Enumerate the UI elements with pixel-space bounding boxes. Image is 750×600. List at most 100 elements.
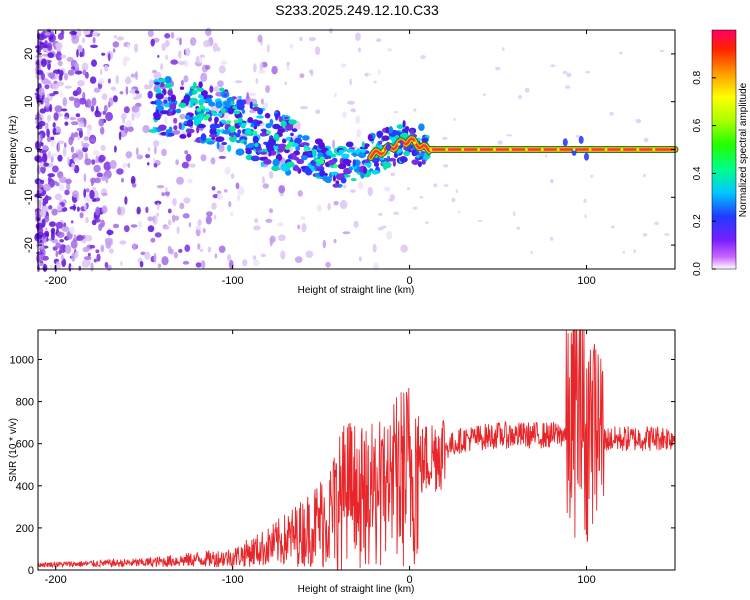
noise-blob bbox=[131, 105, 140, 113]
noise-blob bbox=[94, 218, 101, 223]
ridge-blob bbox=[159, 82, 165, 88]
noise-blob bbox=[92, 37, 96, 44]
ridge-blob bbox=[301, 155, 308, 161]
noise-blob bbox=[142, 125, 150, 134]
noise-blob bbox=[181, 161, 189, 169]
noise-blob bbox=[211, 202, 217, 210]
noise-blob bbox=[214, 86, 219, 92]
ridge-blob bbox=[189, 89, 193, 96]
noise-blob bbox=[71, 162, 75, 171]
ridge-blob bbox=[341, 153, 350, 159]
ridge-blob bbox=[400, 156, 408, 163]
noise-blob bbox=[63, 72, 69, 81]
noise-blob bbox=[147, 29, 154, 37]
ridge-blob bbox=[154, 81, 160, 85]
noise-blob bbox=[135, 147, 139, 156]
noise-blob bbox=[153, 71, 162, 80]
noise-blob bbox=[106, 229, 114, 236]
noise-blob bbox=[48, 205, 53, 210]
ridge-blob bbox=[387, 158, 397, 162]
ridge-blob bbox=[277, 128, 285, 133]
noise-blob bbox=[170, 248, 174, 255]
spectrogram-ridge bbox=[148, 76, 431, 188]
ridge-blob bbox=[245, 144, 254, 149]
ridge-blob bbox=[338, 149, 345, 154]
noise-blob bbox=[145, 206, 149, 213]
noise-blob bbox=[93, 87, 101, 93]
noise-blob bbox=[156, 212, 160, 217]
noise-blob bbox=[103, 104, 108, 113]
noise-blob bbox=[213, 214, 217, 220]
noise-blob bbox=[161, 192, 165, 197]
ridge-blob bbox=[273, 133, 280, 142]
noise-blob bbox=[130, 175, 136, 185]
noise-blob bbox=[261, 176, 265, 184]
noise-blob bbox=[224, 166, 231, 175]
noise-blob bbox=[77, 44, 83, 52]
noise-blob bbox=[162, 225, 170, 230]
noise-blob bbox=[654, 221, 659, 226]
noise-blob bbox=[278, 234, 286, 242]
colorbar-tick-label: 0.6 bbox=[692, 118, 703, 132]
noise-blob bbox=[60, 30, 65, 36]
noise-blob bbox=[64, 85, 73, 89]
noise-blob bbox=[350, 189, 356, 193]
ridge-blob bbox=[332, 175, 336, 182]
ridge-peak bbox=[252, 130, 258, 135]
noise-blob bbox=[89, 189, 95, 200]
ridge-blob bbox=[350, 178, 357, 182]
noise-blob bbox=[176, 226, 180, 235]
noise-blob bbox=[83, 188, 87, 198]
noise-blob bbox=[218, 65, 226, 74]
noise-blob bbox=[187, 178, 193, 184]
band-dot bbox=[477, 148, 481, 151]
noise-blob bbox=[161, 148, 167, 157]
noise-blob bbox=[47, 176, 52, 183]
noise-blob bbox=[164, 191, 170, 196]
noise-blob bbox=[157, 263, 162, 269]
noise-blob bbox=[100, 244, 105, 253]
ridge-peak bbox=[266, 130, 271, 135]
noise-blob bbox=[384, 186, 391, 192]
band-dot bbox=[620, 148, 624, 151]
ridge-peak bbox=[319, 156, 325, 161]
noise-blob bbox=[201, 260, 206, 269]
noise-blob bbox=[386, 48, 393, 52]
ridge-blob bbox=[192, 81, 197, 90]
noise-blob bbox=[364, 73, 369, 77]
noise-blob bbox=[81, 259, 90, 268]
noise-blob bbox=[358, 256, 362, 262]
snr-frame bbox=[37, 329, 676, 571]
noise-blob bbox=[297, 224, 301, 230]
ridge-blob bbox=[254, 142, 259, 148]
noise-blob bbox=[195, 225, 202, 230]
ridge-peak bbox=[332, 163, 338, 168]
ridge-blob bbox=[360, 172, 365, 179]
noise-blob bbox=[203, 40, 211, 48]
snr-series-line bbox=[37, 329, 676, 571]
ridge-blob bbox=[277, 145, 285, 153]
noise-blob bbox=[39, 196, 43, 202]
ridge-blob bbox=[252, 103, 259, 107]
ridge-blob bbox=[296, 158, 305, 165]
noise-blob bbox=[165, 187, 168, 193]
noise-blob bbox=[343, 184, 347, 189]
ridge-blob bbox=[160, 110, 169, 115]
ridge-blob bbox=[178, 122, 182, 130]
ridge-peak bbox=[397, 148, 403, 153]
noise-blob bbox=[550, 64, 556, 67]
noise-blob bbox=[98, 118, 105, 127]
noise-blob bbox=[130, 73, 136, 78]
noise-blob bbox=[236, 194, 241, 202]
noise-blob bbox=[53, 80, 58, 84]
x-tick-label: -200 bbox=[45, 574, 67, 586]
noise-blob bbox=[90, 262, 94, 272]
noise-blob bbox=[121, 178, 124, 183]
ridge-blob bbox=[168, 126, 173, 133]
noise-blob bbox=[92, 30, 99, 37]
noise-blob bbox=[334, 92, 337, 98]
noise-blob bbox=[43, 97, 50, 104]
noise-blob bbox=[157, 202, 160, 211]
noise-blob bbox=[44, 32, 51, 36]
spectrogram-band bbox=[367, 134, 679, 162]
